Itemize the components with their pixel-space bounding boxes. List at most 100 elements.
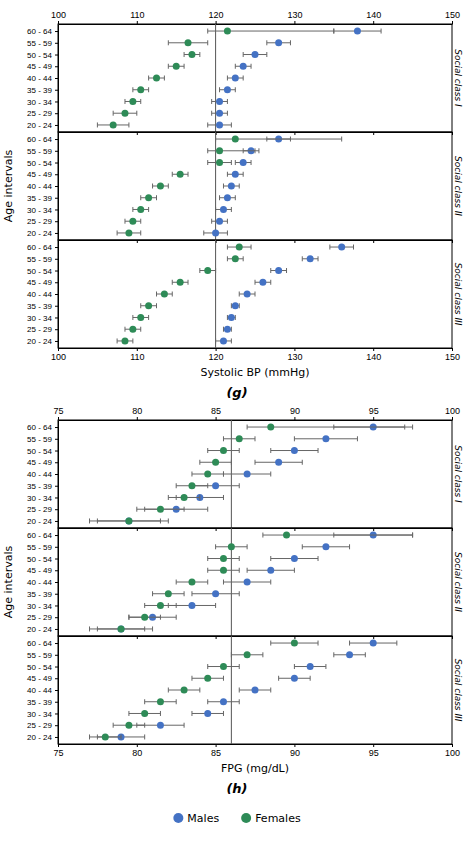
x-tick: 130	[287, 10, 302, 24]
y-tick-mark	[55, 427, 58, 428]
error-cap	[121, 734, 122, 739]
error-cap	[211, 219, 212, 224]
error-cap	[89, 518, 90, 523]
error-cap	[266, 52, 267, 57]
point	[244, 291, 251, 298]
error-bar	[227, 315, 235, 320]
point	[181, 687, 188, 694]
error-cap	[207, 122, 208, 127]
y-tick: 30 - 34	[27, 602, 58, 611]
error-bar	[168, 64, 184, 69]
error-cap	[251, 64, 252, 69]
x-tick: 75	[53, 744, 63, 758]
error-cap	[349, 641, 350, 646]
error-cap	[251, 160, 252, 165]
point	[216, 147, 223, 154]
y-tick-mark	[55, 439, 58, 440]
x-tick-label: 110	[130, 352, 144, 362]
error-cap	[172, 172, 173, 177]
y-tick-label: 60 - 64	[27, 423, 52, 432]
y-tick-label: 40 - 44	[27, 74, 52, 83]
error-cap	[113, 111, 114, 116]
panel: 20 - 2425 - 2930 - 3435 - 3940 - 4445 - …	[27, 636, 463, 758]
error-cap	[140, 230, 141, 235]
y-tick-mark	[55, 43, 58, 44]
point	[157, 602, 164, 609]
error-cap	[294, 436, 295, 441]
error-cap	[227, 230, 228, 235]
panel: 20 - 2425 - 2930 - 3435 - 3940 - 4445 - …	[27, 240, 463, 362]
error-bar	[239, 292, 255, 297]
error-cap	[211, 111, 212, 116]
axis-domain	[59, 744, 453, 745]
reference-line	[215, 132, 216, 240]
plot-frame	[58, 240, 452, 348]
y-tick: 60 - 64	[27, 27, 58, 36]
error-cap	[199, 495, 200, 500]
y-tick: 60 - 64	[27, 639, 58, 648]
x-axis: 100110120130140150	[51, 10, 460, 25]
error-cap	[168, 64, 169, 69]
error-cap	[148, 207, 149, 212]
x-tick-mark	[137, 417, 138, 420]
error-cap	[124, 327, 125, 332]
y-tick-mark	[55, 474, 58, 475]
error-cap	[184, 52, 185, 57]
error-cap	[124, 219, 125, 224]
y-tick-mark	[55, 594, 58, 595]
point	[125, 517, 132, 524]
point	[220, 206, 227, 213]
error-cap	[270, 448, 271, 453]
y-tick-mark	[55, 139, 58, 140]
x-tick-label: 95	[369, 748, 379, 758]
y-tick-mark	[55, 198, 58, 199]
error-bar	[113, 723, 145, 728]
x-tick: 140	[366, 348, 381, 362]
error-cap	[152, 184, 153, 189]
point	[137, 206, 144, 213]
error-bar	[129, 711, 161, 716]
error-bar	[133, 315, 149, 320]
error-cap	[191, 676, 192, 681]
point	[307, 255, 314, 262]
point	[204, 710, 211, 717]
plot-area	[90, 528, 413, 636]
y-tick-mark	[55, 294, 58, 295]
error-cap	[255, 292, 256, 297]
plot-area	[117, 132, 342, 240]
y-tick-label: 20 - 24	[27, 517, 52, 526]
y-tick-label: 55 - 59	[27, 435, 52, 444]
x-tick-label: 130	[287, 352, 302, 362]
y-tick-label: 25 - 29	[27, 109, 52, 118]
error-bar	[239, 688, 271, 693]
y-tick-mark	[55, 713, 58, 714]
x-tick: 110	[130, 10, 144, 24]
y-tick-mark	[55, 317, 58, 318]
error-cap	[318, 556, 319, 561]
error-bar	[141, 195, 157, 200]
y-tick: 50 - 54	[27, 555, 58, 564]
error-cap	[396, 641, 397, 646]
x-tick-mark	[137, 348, 138, 351]
x-tick-label: 150	[445, 10, 460, 20]
y-tick-label: 55 - 59	[27, 651, 52, 660]
error-cap	[207, 40, 208, 45]
error-cap	[184, 64, 185, 69]
point	[252, 687, 259, 694]
error-bar	[255, 460, 302, 465]
y-tick-mark	[55, 690, 58, 691]
error-cap	[156, 195, 157, 200]
x-tick: 95	[369, 406, 379, 420]
y-tick-label: 55 - 59	[27, 543, 52, 552]
error-cap	[255, 148, 256, 153]
error-cap	[294, 568, 295, 573]
x-tick-mark	[452, 744, 453, 747]
error-bar	[157, 292, 173, 297]
x-tick-mark	[216, 21, 217, 24]
y-tick: 25 - 29	[27, 721, 58, 730]
y-tick-label: 55 - 59	[27, 39, 52, 48]
error-cap	[132, 87, 133, 92]
error-cap	[247, 544, 248, 549]
error-cap	[412, 533, 413, 538]
point	[370, 640, 377, 647]
